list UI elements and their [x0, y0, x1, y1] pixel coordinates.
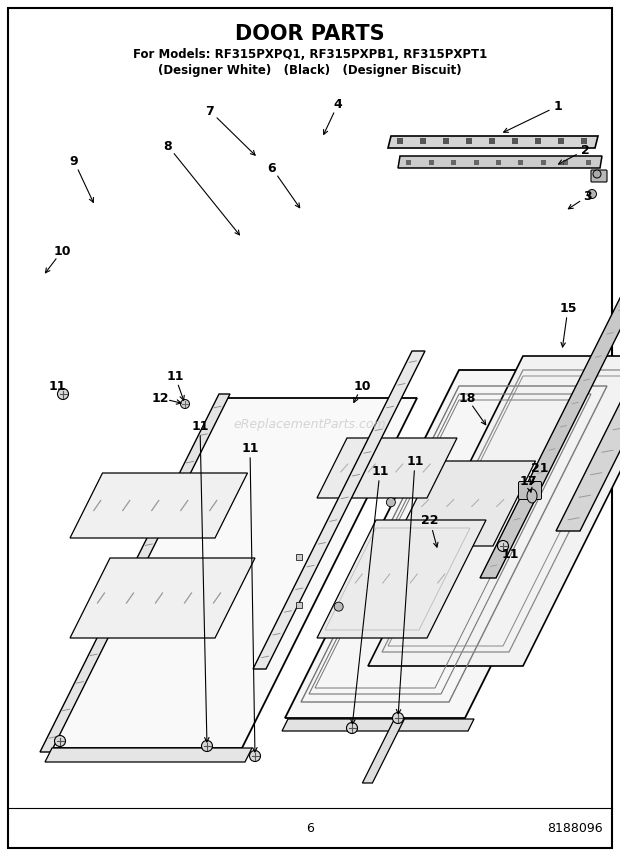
Polygon shape: [50, 398, 417, 748]
Text: 10: 10: [53, 245, 71, 258]
Text: 1: 1: [554, 99, 562, 112]
Polygon shape: [398, 156, 602, 168]
Polygon shape: [40, 394, 230, 752]
Text: 12: 12: [151, 391, 169, 405]
Bar: [489, 138, 495, 144]
Bar: [406, 160, 411, 165]
Circle shape: [588, 189, 596, 199]
Polygon shape: [363, 718, 405, 783]
Text: 6: 6: [306, 822, 314, 835]
Text: 2: 2: [580, 144, 590, 157]
Circle shape: [386, 497, 396, 507]
Text: 11: 11: [406, 455, 423, 467]
Text: 11: 11: [166, 370, 184, 383]
Polygon shape: [317, 438, 457, 498]
Bar: [580, 138, 587, 144]
Text: 8: 8: [164, 140, 172, 152]
Bar: [496, 160, 501, 165]
Bar: [420, 138, 425, 144]
Circle shape: [202, 740, 213, 752]
Text: DOOR PARTS: DOOR PARTS: [235, 24, 385, 44]
Text: For Models: RF315PXPQ1, RF315PXPB1, RF315PXPT1: For Models: RF315PXPQ1, RF315PXPB1, RF31…: [133, 47, 487, 61]
Bar: [428, 160, 433, 165]
Bar: [512, 138, 518, 144]
Bar: [443, 138, 448, 144]
Bar: [466, 138, 471, 144]
Bar: [564, 160, 569, 165]
Bar: [518, 160, 523, 165]
Circle shape: [392, 712, 404, 723]
Text: 8188096: 8188096: [547, 822, 603, 835]
Text: 4: 4: [334, 98, 342, 110]
Text: 15: 15: [559, 301, 577, 314]
Polygon shape: [70, 473, 247, 538]
Text: (Designer White)   (Black)   (Designer Biscuit): (Designer White) (Black) (Designer Biscu…: [158, 63, 462, 76]
Circle shape: [249, 751, 260, 762]
Text: 3: 3: [583, 189, 592, 203]
Text: 9: 9: [69, 154, 78, 168]
Text: 11: 11: [371, 465, 389, 478]
Polygon shape: [285, 370, 620, 718]
Bar: [586, 160, 591, 165]
Text: 10: 10: [353, 379, 371, 393]
Polygon shape: [480, 276, 620, 578]
Bar: [451, 160, 456, 165]
Bar: [534, 138, 541, 144]
Text: 22: 22: [421, 514, 439, 527]
Polygon shape: [556, 171, 620, 531]
Polygon shape: [70, 558, 255, 638]
Polygon shape: [253, 351, 425, 669]
Text: 11: 11: [501, 548, 519, 561]
Text: 18: 18: [458, 391, 476, 405]
Bar: [397, 138, 402, 144]
Text: 6: 6: [268, 162, 277, 175]
Polygon shape: [282, 719, 474, 731]
Text: 11: 11: [241, 442, 259, 455]
Polygon shape: [388, 136, 598, 148]
Circle shape: [55, 735, 66, 746]
Polygon shape: [45, 748, 252, 762]
Circle shape: [58, 389, 68, 400]
FancyBboxPatch shape: [591, 170, 607, 182]
Circle shape: [593, 170, 601, 178]
Polygon shape: [393, 461, 536, 546]
Ellipse shape: [527, 489, 537, 503]
Bar: [557, 138, 564, 144]
Polygon shape: [368, 356, 620, 666]
Bar: [474, 160, 479, 165]
Circle shape: [334, 602, 343, 611]
Polygon shape: [317, 520, 486, 638]
Text: 7: 7: [206, 104, 215, 117]
Text: 17: 17: [520, 474, 537, 488]
FancyBboxPatch shape: [518, 482, 541, 500]
Circle shape: [347, 722, 358, 734]
Circle shape: [180, 400, 190, 408]
Circle shape: [497, 540, 508, 551]
Bar: [541, 160, 546, 165]
Text: 11: 11: [48, 379, 66, 393]
Text: 21: 21: [531, 461, 549, 474]
Text: 11: 11: [191, 419, 209, 432]
Text: eReplacementParts.com: eReplacementParts.com: [234, 418, 386, 431]
